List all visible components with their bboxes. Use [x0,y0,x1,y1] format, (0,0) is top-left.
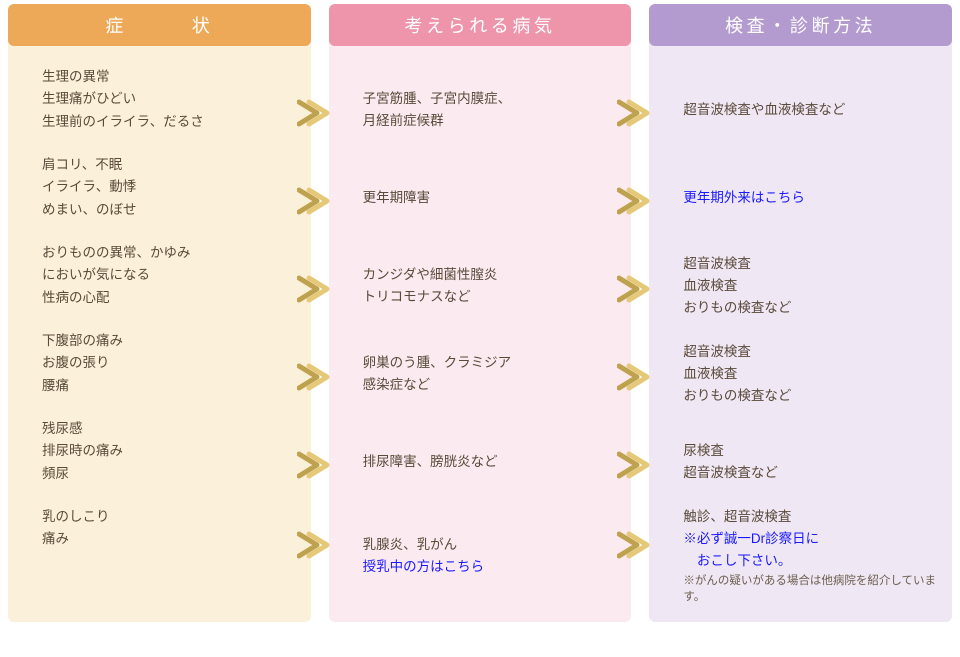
disease-line: 月経前症候群 [363,110,616,132]
exam-cell: 超音波検査や血液検査など [683,66,936,154]
symptom-line: 肩コリ、不眠 [42,154,295,176]
disease-cell: 更年期障害 [363,154,616,242]
column-diseases: 考えられる病気 子宮筋腫、子宮内膜症、月経前症候群更年期障害カンジダや細菌性膣炎… [329,4,632,622]
disease-cell: 排尿障害、膀胱炎など [363,418,616,506]
symptom-line: イライラ、動悸 [42,176,295,198]
exam-line: 超音波検査 [683,253,936,275]
exam-line: 血液検査 [683,363,936,385]
symptom-line: 頻尿 [42,463,295,485]
disease-cell: カンジダや細菌性膣炎トリコモナスなど [363,242,616,330]
symptom-line: 下腹部の痛み [42,330,295,352]
symptom-line: 残尿感 [42,418,295,440]
symptom-cell: 残尿感排尿時の痛み頻尿 [42,418,295,506]
disease-line: 子宮筋腫、子宮内膜症、 [363,88,616,110]
disease-line: 更年期障害 [363,187,616,209]
symptom-line: においが気になる [42,264,295,286]
disease-line: 乳腺炎、乳がん [363,534,616,556]
symptom-line: 生理痛がひどい [42,88,295,110]
exam-line: 超音波検査 [683,341,936,363]
column-exams: 検査・診断方法 超音波検査や血液検査など更年期外来はこちら超音波検査血液検査おり… [649,4,952,622]
exam-line: 超音波検査や血液検査など [683,99,936,121]
symptom-line: おりものの異常、かゆみ [42,242,295,264]
symptom-cell: 肩コリ、不眠イライラ、動悸めまい、のぼせ [42,154,295,242]
disease-cell: 卵巣のう腫、クラミジア感染症など [363,330,616,418]
disease-cell: 乳腺炎、乳がん授乳中の方はこちら [363,506,616,606]
symptom-cell: 下腹部の痛みお腹の張り腰痛 [42,330,295,418]
symptom-line: 腰痛 [42,375,295,397]
symptom-line: お腹の張り [42,352,295,374]
symptoms-body: 生理の異常生理痛がひどい生理前のイライラ、だるさ肩コリ、不眠イライラ、動悸めまい… [8,46,311,606]
disease-line: トリコモナスなど [363,286,616,308]
exam-small-note: ※がんの疑いがある場合は他病院を紹介しています。 [683,573,936,606]
exam-line: 触診、超音波検査 [683,506,936,528]
exam-cell: 尿検査超音波検査など [683,418,936,506]
disease-line: 排尿障害、膀胱炎など [363,451,616,473]
exam-line: おりもの検査など [683,385,936,407]
exam-link[interactable]: 更年期外来はこちら [683,187,936,209]
exam-link[interactable]: おこし下さい。 [683,550,936,572]
symptom-line: 痛み [42,528,295,550]
symptom-line: 生理前のイライラ、だるさ [42,111,295,133]
exam-cell: 超音波検査血液検査おりもの検査など [683,242,936,330]
symptom-line: 性病の心配 [42,287,295,309]
exam-line: 血液検査 [683,275,936,297]
exam-cell: 更年期外来はこちら [683,154,936,242]
symptom-line: 排尿時の痛み [42,440,295,462]
exam-line: 超音波検査など [683,462,936,484]
disease-line: カンジダや細菌性膣炎 [363,264,616,286]
disease-cell: 子宮筋腫、子宮内膜症、月経前症候群 [363,66,616,154]
header-diseases: 考えられる病気 [329,4,632,46]
exams-body: 超音波検査や血液検査など更年期外来はこちら超音波検査血液検査おりもの検査など超音… [649,46,952,606]
symptom-line: 生理の異常 [42,66,295,88]
symptom-cell: おりものの異常、かゆみにおいが気になる性病の心配 [42,242,295,330]
disease-line: 感染症など [363,374,616,396]
header-exams: 検査・診断方法 [649,4,952,46]
disease-line: 卵巣のう腫、クラミジア [363,352,616,374]
diseases-body: 子宮筋腫、子宮内膜症、月経前症候群更年期障害カンジダや細菌性膣炎トリコモナスなど… [329,46,632,606]
exam-cell: 触診、超音波検査※必ず誠一Dr診察日におこし下さい。※がんの疑いがある場合は他病… [683,506,936,606]
column-symptoms: 症 状 生理の異常生理痛がひどい生理前のイライラ、だるさ肩コリ、不眠イライラ、動… [8,4,311,622]
exam-line: 尿検査 [683,440,936,462]
header-symptoms: 症 状 [8,4,311,46]
symptom-line: 乳のしこり [42,506,295,528]
disease-link[interactable]: 授乳中の方はこちら [363,556,616,578]
symptom-cell: 生理の異常生理痛がひどい生理前のイライラ、だるさ [42,66,295,154]
symptom-line: めまい、のぼせ [42,199,295,221]
three-column-layout: 症 状 生理の異常生理痛がひどい生理前のイライラ、だるさ肩コリ、不眠イライラ、動… [0,0,960,626]
exam-cell: 超音波検査血液検査おりもの検査など [683,330,936,418]
exam-line: おりもの検査など [683,297,936,319]
exam-link[interactable]: ※必ず誠一Dr診察日に [683,528,936,550]
symptom-cell: 乳のしこり痛み [42,506,295,606]
